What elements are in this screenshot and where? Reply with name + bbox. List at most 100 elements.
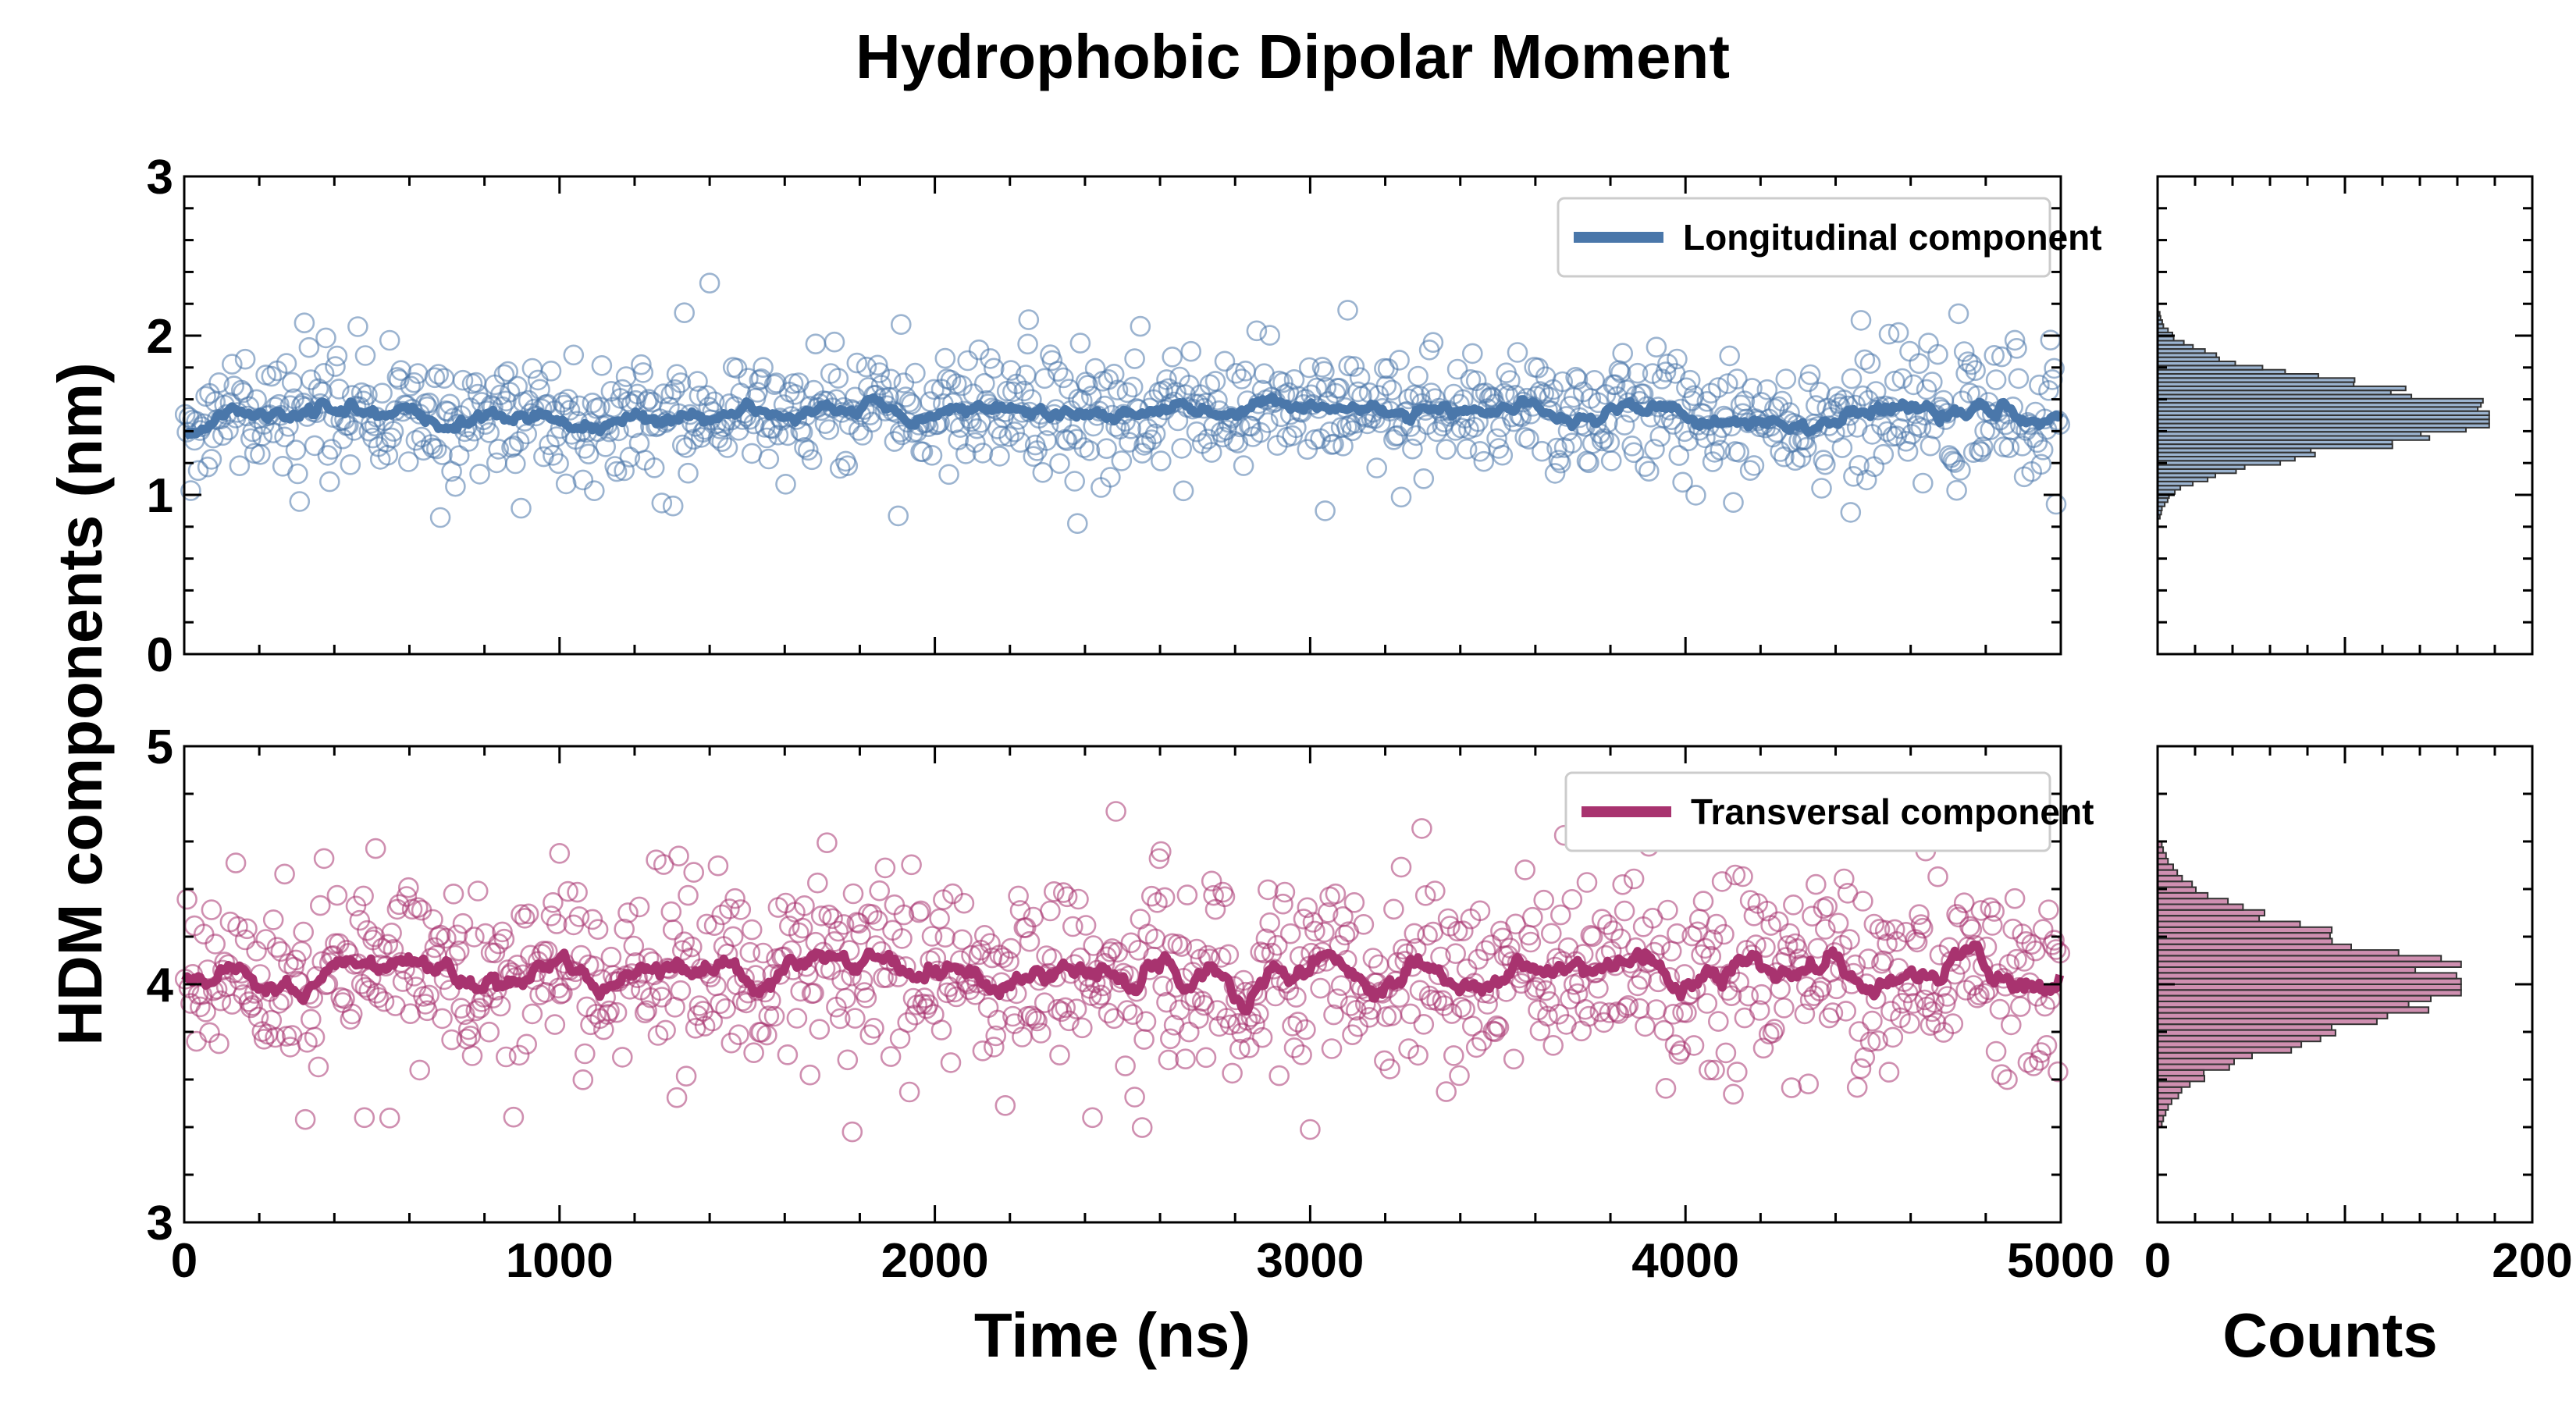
data-point xyxy=(631,354,652,375)
data-point xyxy=(1160,1028,1181,1050)
data-point xyxy=(1411,818,1432,839)
data-point xyxy=(1700,945,1721,967)
data-point xyxy=(683,862,705,883)
data-point xyxy=(1152,976,1173,997)
data-point xyxy=(1425,880,1446,902)
data-point xyxy=(1259,912,1280,934)
y-tick-label: 1 xyxy=(147,469,173,523)
data-point xyxy=(842,883,864,905)
data-point xyxy=(1116,382,1138,404)
histogram-bar xyxy=(2157,869,2179,877)
data-point xyxy=(1176,884,1198,905)
data-point xyxy=(940,369,962,391)
data-point xyxy=(492,921,513,943)
data-point xyxy=(469,464,490,485)
data-point xyxy=(218,419,239,441)
histogram-bar xyxy=(2157,1023,2332,1031)
data-point xyxy=(1072,1017,1093,1039)
data-point xyxy=(1927,866,1948,887)
data-point xyxy=(1151,450,1172,471)
data-point xyxy=(1738,985,1759,1007)
data-point xyxy=(397,451,419,472)
data-point xyxy=(315,327,336,349)
data-point xyxy=(375,432,397,453)
transversal-running-mean-line xyxy=(181,940,2065,1016)
data-point xyxy=(1488,1016,1510,1038)
data-point xyxy=(592,1019,614,1040)
data-point xyxy=(1755,937,1776,958)
histogram-bar xyxy=(2157,920,2301,928)
data-point xyxy=(1616,997,1637,1019)
data-point xyxy=(567,881,588,903)
data-point xyxy=(557,389,578,410)
data-point xyxy=(1882,425,1904,447)
data-point xyxy=(1272,893,1293,915)
data-point xyxy=(835,987,856,1009)
data-point xyxy=(1835,1001,1856,1022)
data-point xyxy=(1779,402,1800,423)
data-point xyxy=(794,436,815,458)
data-point xyxy=(1522,906,1543,928)
data-point xyxy=(1806,873,1827,895)
data-point xyxy=(1899,1012,1920,1034)
data-point xyxy=(381,923,402,944)
data-point xyxy=(1668,445,1690,466)
data-point xyxy=(568,906,590,927)
data-point xyxy=(176,888,197,910)
data-point xyxy=(1021,1005,1042,1026)
data-point xyxy=(1848,1021,1870,1042)
data-point xyxy=(1588,977,1609,999)
data-point xyxy=(1172,480,1194,502)
data-point xyxy=(1201,870,1222,892)
data-point xyxy=(1672,471,1693,493)
data-point xyxy=(1268,1065,1290,1087)
data-point xyxy=(1026,1010,1048,1032)
data-point xyxy=(1617,995,1639,1016)
histogram-bar xyxy=(2157,955,2443,962)
data-point xyxy=(1632,383,1654,405)
data-point xyxy=(1462,1016,1483,1037)
data-point xyxy=(289,491,311,512)
data-point xyxy=(1283,368,1305,390)
data-point xyxy=(1730,394,1752,416)
data-point xyxy=(1116,1000,1138,1021)
data-point xyxy=(1905,929,1926,950)
data-point xyxy=(1623,868,1645,890)
data-point xyxy=(1985,369,2007,390)
data-point xyxy=(807,872,828,894)
data-point xyxy=(237,918,258,940)
data-point xyxy=(508,431,530,452)
data-point xyxy=(555,473,577,495)
data-point xyxy=(313,848,335,870)
data-point xyxy=(1030,1023,1051,1044)
data-point xyxy=(1655,1078,1677,1099)
data-point xyxy=(1154,887,1176,909)
data-point xyxy=(578,443,600,465)
data-point xyxy=(703,915,725,936)
data-point xyxy=(1291,1044,1312,1065)
data-point xyxy=(1708,377,1729,398)
data-point xyxy=(1953,341,1975,362)
data-point xyxy=(1413,468,1435,489)
data-point xyxy=(1507,342,1528,363)
longitudinal-running-mean-line xyxy=(183,393,2064,440)
data-point xyxy=(1989,998,2011,1020)
data-point xyxy=(190,996,211,1018)
histogram-bar xyxy=(2157,1109,2167,1117)
data-point xyxy=(614,460,635,482)
data-point xyxy=(1948,303,1969,325)
data-point xyxy=(788,922,809,944)
data-point xyxy=(1023,446,1044,468)
data-point xyxy=(1454,999,1475,1020)
data-point xyxy=(1891,993,1913,1014)
data-point xyxy=(1297,897,1318,919)
data-point xyxy=(1258,412,1279,433)
data-point xyxy=(568,395,590,417)
data-point xyxy=(1340,995,1361,1016)
data-point xyxy=(247,1006,269,1028)
data-point xyxy=(1811,478,1832,499)
data-point xyxy=(1124,348,1145,369)
data-point xyxy=(1293,909,1315,930)
data-point xyxy=(1683,385,1705,407)
data-point xyxy=(1203,884,1224,906)
